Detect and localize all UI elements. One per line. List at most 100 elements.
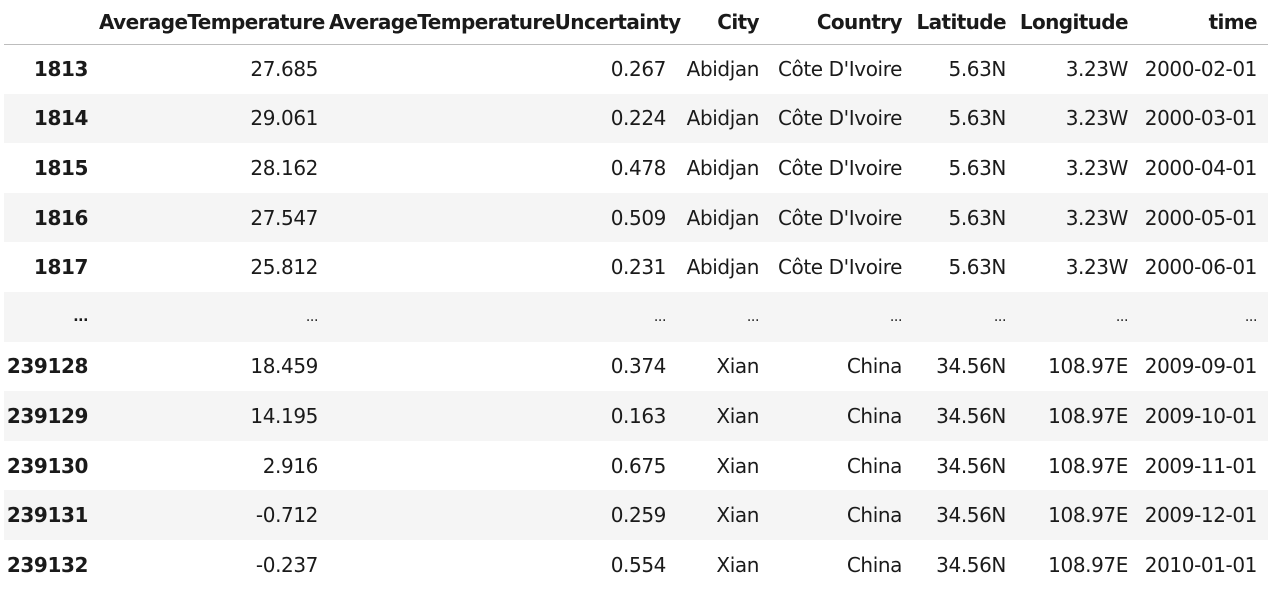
- table-cell: 27.685: [250, 57, 318, 82]
- table-cell: 108.97E: [1048, 453, 1128, 478]
- table-cell: 34.56N: [936, 403, 1006, 428]
- table-cell: Côte D'Ivoire: [777, 106, 902, 131]
- table-cell: 0.554: [610, 552, 667, 577]
- table-cell: 2009-11-01: [1144, 453, 1258, 478]
- table-cell: 34.56N: [936, 503, 1006, 528]
- table-cell: -0.237: [255, 552, 318, 577]
- row-index: 239131: [6, 503, 89, 528]
- column-header-averagetemperature: AverageTemperature: [99, 0, 329, 45]
- table-cell: 5.63N: [948, 57, 1007, 82]
- table-row: 1813 27.685 0.267 Abidjan Côte D'Ivoire 5.63N…: [4, 44, 1268, 94]
- table-row: 239131 -0.712 0.259 Xian China 34.56N 108.97E 2…: [4, 490, 1268, 540]
- column-header-country: Country: [770, 0, 913, 45]
- table-row: 239130 2.916 0.675 Xian China 34.56N 108.97E 20…: [4, 441, 1268, 491]
- table-cell: 108.97E: [1048, 552, 1128, 577]
- table-cell: 0.259: [610, 503, 667, 528]
- table-cell: 2.916: [262, 453, 319, 478]
- table-cell: 2000-02-01: [1144, 57, 1258, 82]
- table-row: 239129 14.195 0.163 Xian China 34.56N 108.97E 2…: [4, 391, 1268, 441]
- table-cell: 34.56N: [936, 354, 1006, 379]
- table-cell: Xian: [716, 503, 759, 528]
- column-header-city: City: [677, 0, 770, 45]
- index-header: [4, 0, 99, 45]
- table-cell: ...: [889, 308, 903, 325]
- table-cell: 0.478: [610, 155, 667, 180]
- table-cell: China: [846, 403, 903, 428]
- row-index: 1815: [33, 155, 88, 180]
- row-index: 1813: [33, 57, 88, 82]
- table-cell: 27.547: [250, 205, 318, 230]
- table-cell: 108.97E: [1048, 354, 1128, 379]
- table-cell: 5.63N: [948, 106, 1007, 131]
- table-cell: Xian: [716, 453, 759, 478]
- table-cell: China: [846, 453, 903, 478]
- table-cell: 2009-10-01: [1144, 403, 1258, 428]
- table-cell: 2009-12-01: [1144, 503, 1258, 528]
- table-row: 1816 27.547 0.509 Abidjan Côte D'Ivoire 5.63N…: [4, 192, 1268, 243]
- row-index: 239130: [6, 453, 89, 478]
- table-cell: ...: [746, 308, 760, 325]
- table-cell: 0.675: [610, 453, 667, 478]
- table-cell: Abidjan: [686, 57, 760, 82]
- table-cell: 0.374: [610, 354, 667, 379]
- table-row: 239128 18.459 0.374 Xian China 34.56N 108.97E 2…: [4, 342, 1268, 392]
- table-row: 1815 28.162 0.478 Abidjan Côte D'Ivoire 5.63N…: [4, 143, 1268, 193]
- table-row: 1814 29.061 0.224 Abidjan Côte D'Ivoire 5.63N…: [4, 93, 1268, 144]
- table-cell: 108.97E: [1048, 503, 1128, 528]
- table-cell: Xian: [716, 354, 759, 379]
- row-index: 1816: [33, 205, 88, 230]
- table-cell: 34.56N: [936, 552, 1006, 577]
- table-cell: 3.23W: [1065, 57, 1129, 82]
- table-cell: China: [846, 354, 903, 379]
- header-row: AverageTemperature AverageTemperatureUnc…: [4, 0, 1268, 45]
- table-cell: 0.267: [610, 57, 667, 82]
- row-index: ...: [73, 308, 88, 325]
- table-cell: Côte D'Ivoire: [777, 255, 902, 280]
- row-index: 239129: [6, 403, 89, 428]
- row-index: 1814: [33, 106, 88, 131]
- table-cell: 108.97E: [1048, 403, 1128, 428]
- table-cell: 3.23W: [1065, 155, 1129, 180]
- table-cell: 5.63N: [948, 205, 1007, 230]
- table-cell: 18.459: [250, 354, 318, 379]
- table-cell: ...: [993, 308, 1007, 325]
- table-cell: Abidjan: [686, 106, 760, 131]
- dataframe-table: AverageTemperature AverageTemperatureUnc…: [4, 0, 1268, 590]
- table-cell: Côte D'Ivoire: [777, 57, 902, 82]
- table-cell: Xian: [716, 552, 759, 577]
- table-cell: 25.812: [250, 255, 318, 280]
- table-cell: 2010-01-01: [1144, 552, 1258, 577]
- table-row: ........................: [4, 291, 1268, 342]
- table-cell: Xian: [716, 403, 759, 428]
- table-cell: Abidjan: [686, 255, 760, 280]
- table-cell: Côte D'Ivoire: [777, 205, 902, 230]
- table-cell: 0.509: [610, 205, 667, 230]
- table-cell: ...: [653, 308, 667, 325]
- column-header-latitude: Latitude: [913, 0, 1017, 45]
- table-row: 239132 -0.237 0.554 Xian China 34.56N 108.97E 2…: [4, 540, 1268, 590]
- table-cell: 2000-04-01: [1144, 155, 1258, 180]
- table-cell: ...: [1244, 308, 1258, 325]
- table-cell: 2000-05-01: [1144, 205, 1258, 230]
- table-cell: China: [846, 503, 903, 528]
- row-index: 239128: [6, 354, 89, 379]
- table-cell: 28.162: [250, 155, 318, 180]
- table-cell: ...: [305, 308, 319, 325]
- row-index: 1817: [33, 255, 88, 280]
- table-cell: 34.56N: [936, 453, 1006, 478]
- table-cell: 0.163: [610, 403, 667, 428]
- table-cell: 3.23W: [1065, 106, 1129, 131]
- column-header-longitude: Longitude: [1017, 0, 1139, 45]
- column-header-averagetemperatureuncertainty: AverageTemperatureUncertainty: [329, 0, 681, 45]
- column-header-time: time: [1139, 0, 1268, 45]
- table-cell: -0.712: [255, 503, 318, 528]
- table-cell: 0.231: [610, 255, 667, 280]
- table-cell: 29.061: [250, 106, 318, 131]
- table-cell: 2009-09-01: [1144, 354, 1258, 379]
- table-body: 1813 27.685 0.267 Abidjan Côte D'Ivoire 5.63N…: [4, 44, 1268, 590]
- table-cell: 3.23W: [1065, 205, 1129, 230]
- row-index: 239132: [6, 552, 89, 577]
- table-cell: 2000-03-01: [1144, 106, 1258, 131]
- table-cell: 2000-06-01: [1144, 255, 1258, 280]
